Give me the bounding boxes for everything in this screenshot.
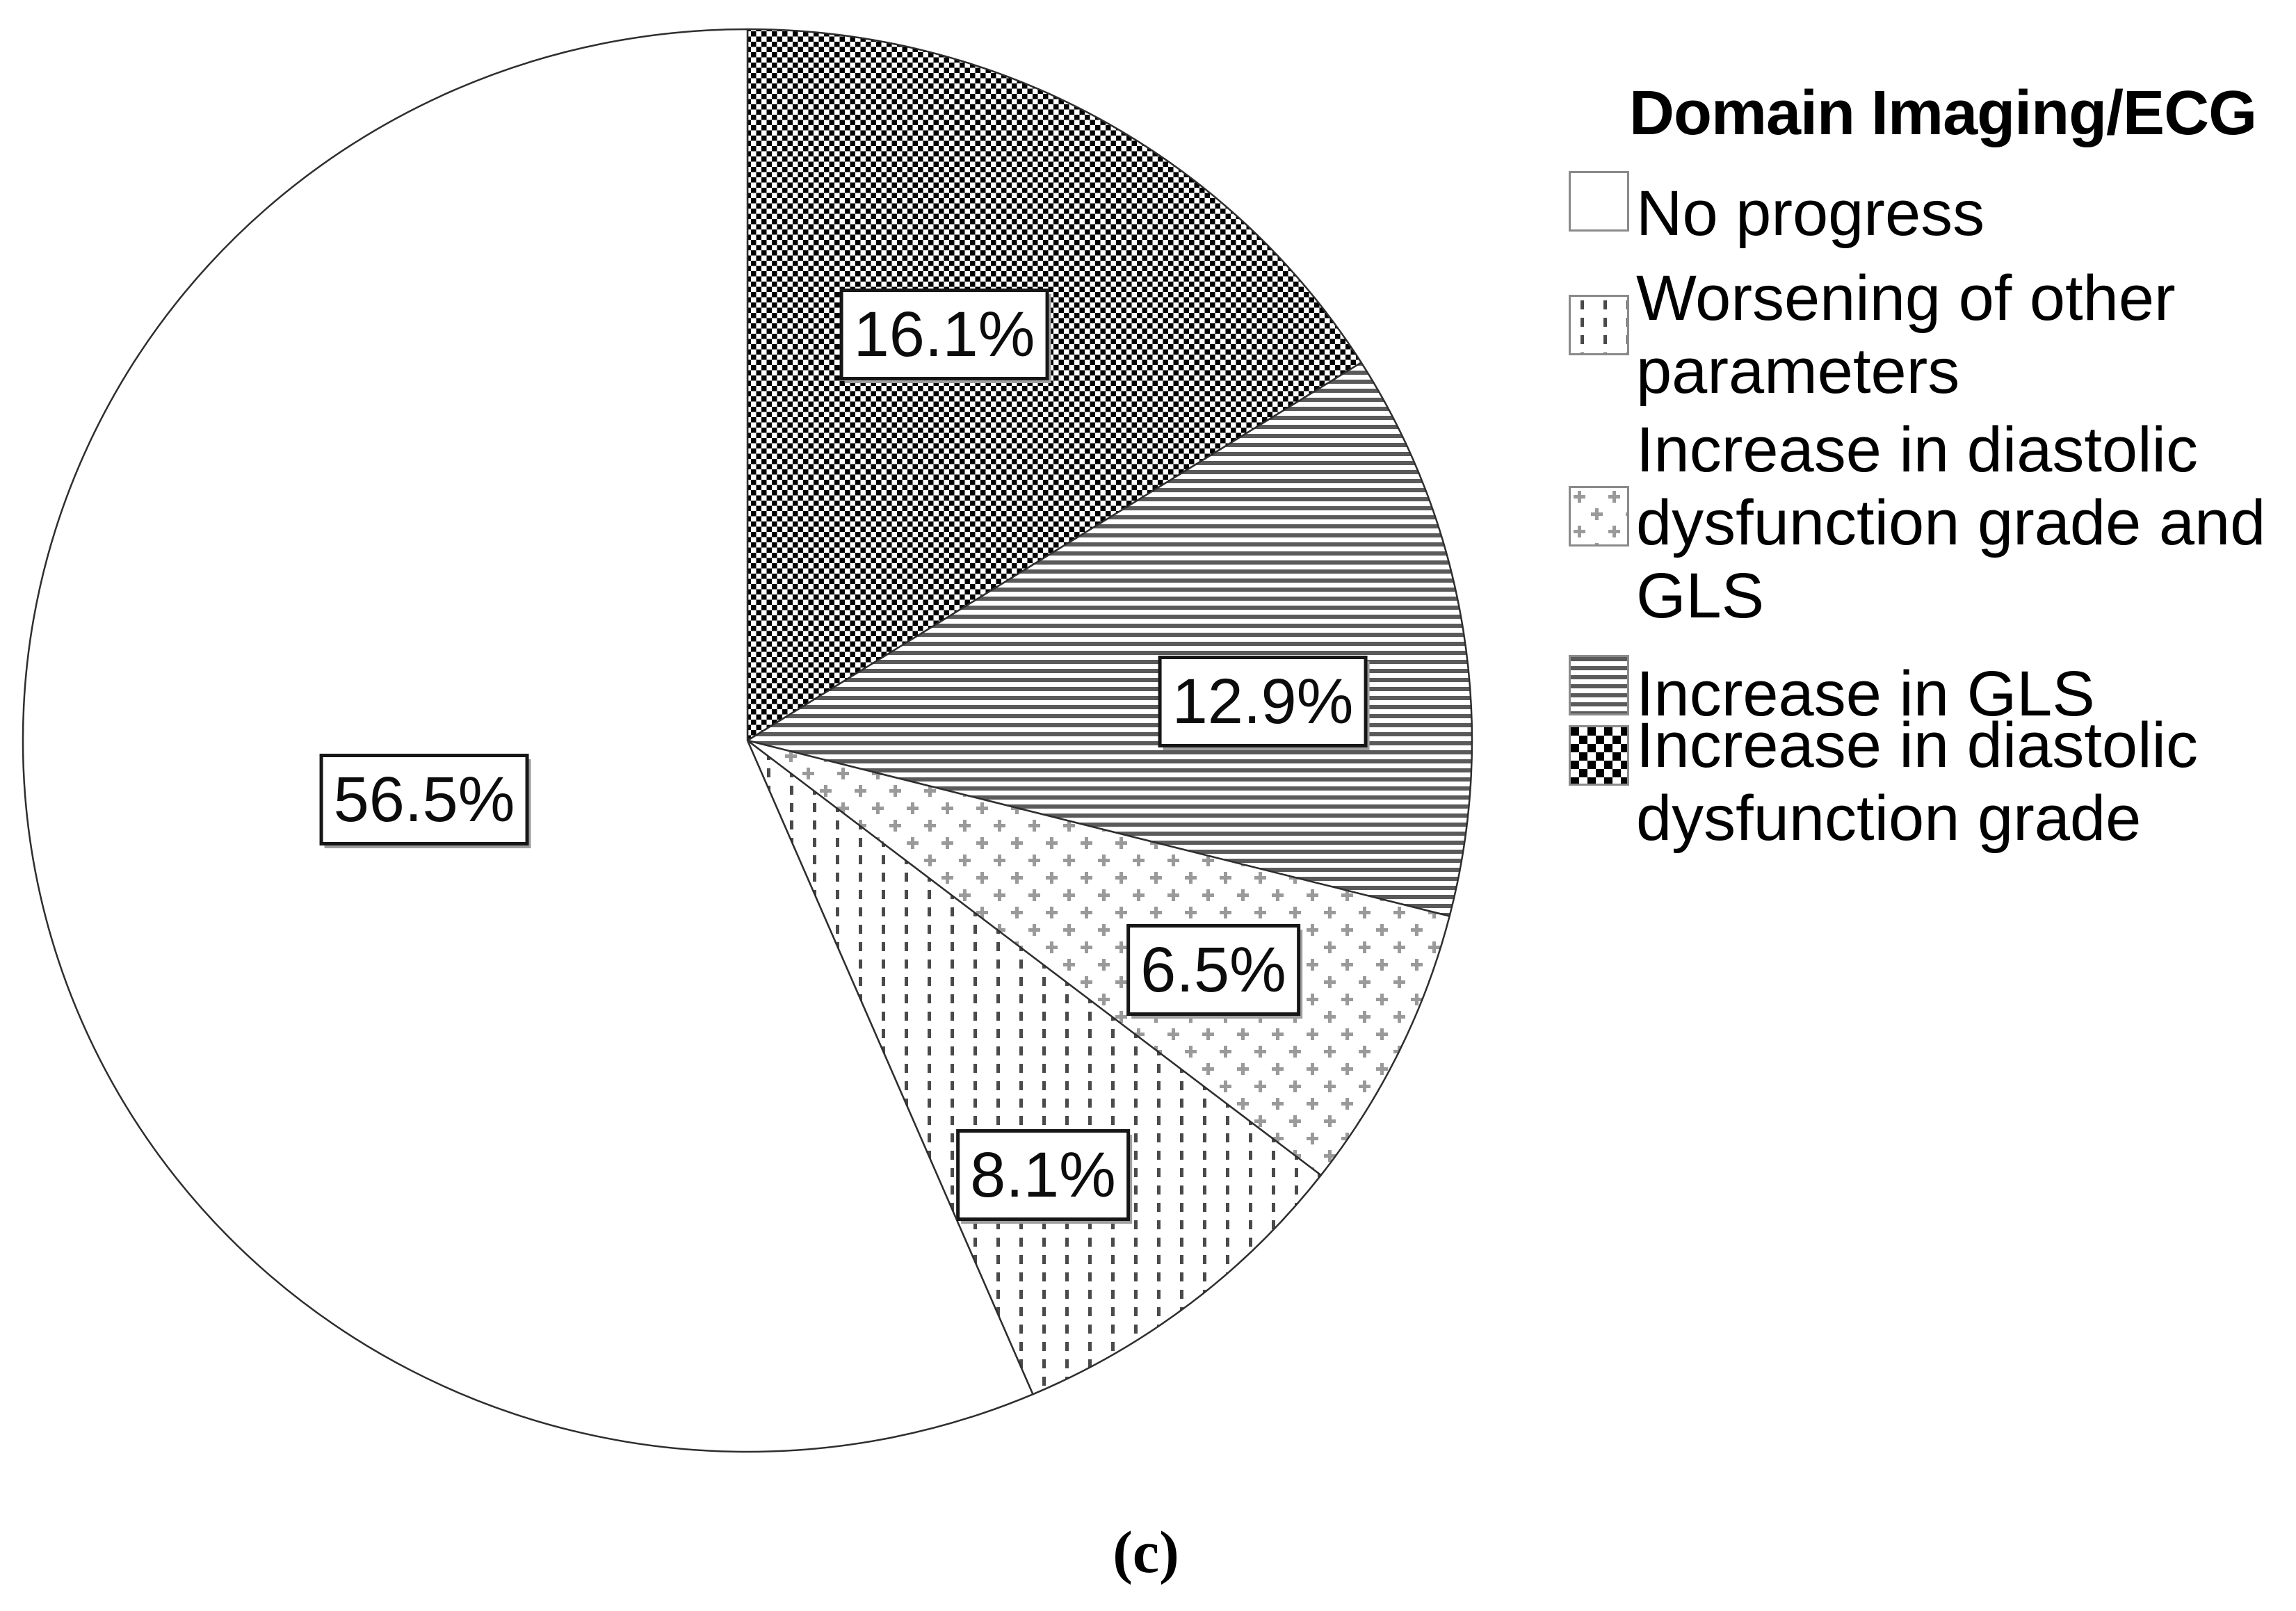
slice-value-label: 56.5% [319,754,529,845]
legend-title: Domain Imaging/ECG [1629,79,2257,148]
legend-item-label: Increase in GLS [1636,658,2095,729]
vertical-dashes-swatch-icon [1569,295,1629,355]
pie-slice-plain-white [22,28,1034,1453]
figure-caption: (c) [1113,1519,1179,1585]
legend-item-label: dysfunction grade [1636,783,2142,854]
slice-value-label: 8.1% [956,1129,1130,1221]
pie-slice-vertical-dashes [746,739,1323,1395]
pie-slice-horizontal-lines [746,362,1473,917]
legend-item-label: No progress [1636,178,1985,249]
legend-item-increase-in-gls: Increase in GLS [1569,655,2296,731]
horizontal-lines-swatch-icon [1569,655,1629,715]
legend-item-label: GLS [1636,560,1765,631]
plain-white-swatch-icon [1569,171,1629,232]
slice-value-label: 12.9% [1158,656,1368,747]
pie-slice-black-checkerboard [746,28,1362,742]
legend-item-label: Increase in diastolic [1636,710,2198,781]
black-checkerboard-swatch-icon [1569,725,1629,786]
legend-item-increase-dd-grade-and-gls: Increase in diastolic dysfunction grade … [1569,414,2296,633]
legend-item-label: Worsening of other [1636,263,2176,334]
legend-item-worsening-of-other-parameters: Worsening of other parameters [1569,262,2296,408]
slice-value-label: 6.5% [1126,924,1300,1016]
legend-item-label: Increase in diastolic [1636,414,2198,485]
pie-slice-gray-crosses [746,739,1450,1176]
legend-item-increase-dd-grade: Increase in diastolic dysfunction grade [1569,709,2296,855]
legend-item-label: parameters [1636,336,1960,407]
gray-crosses-swatch-icon [1569,486,1629,547]
legend-item-label: dysfunction grade and [1636,487,2266,558]
slice-value-label: 16.1% [839,289,1049,380]
legend-item-no-progress: No progress [1569,171,2296,250]
